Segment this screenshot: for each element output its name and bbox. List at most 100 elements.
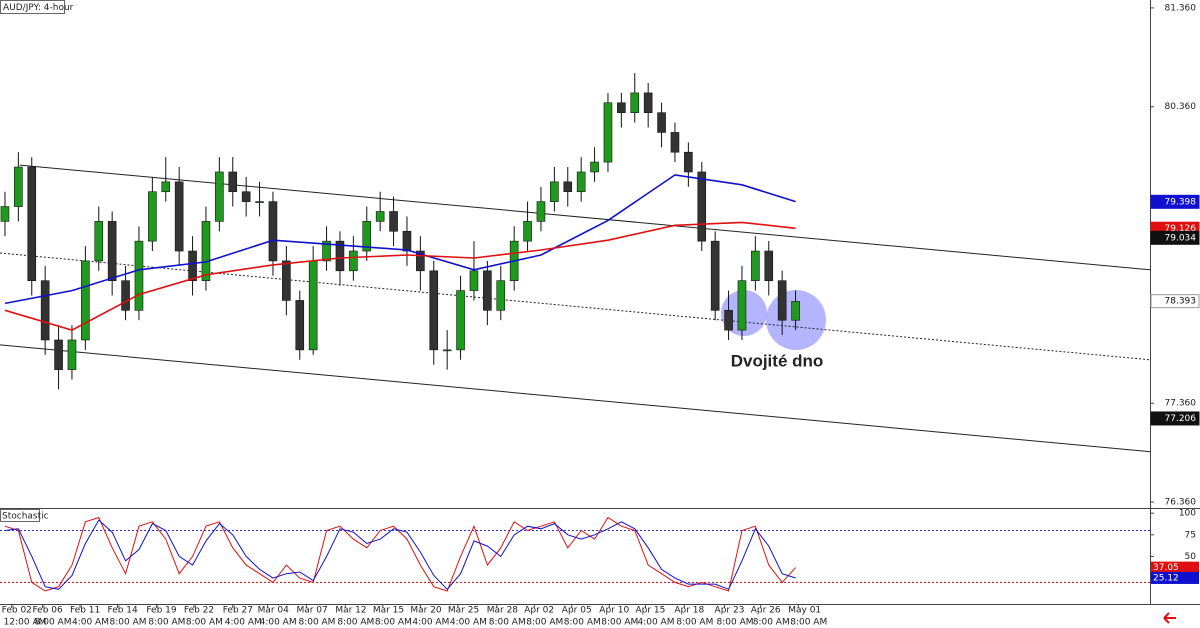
candle-body [697, 171, 707, 242]
candle-body [483, 270, 492, 311]
chart-title: AUD/JPY: 4-hour [3, 3, 74, 13]
price-label-box [1150, 194, 1200, 209]
y-tick-label: 75 [1185, 530, 1196, 540]
candle-body [335, 240, 345, 272]
x-tick-label: Mar 12 [335, 606, 366, 616]
x-tick-label: Feb 22 [184, 606, 214, 616]
series-line [4, 516, 796, 592]
candle-body [94, 221, 104, 262]
x-tick-time: 8:00 AM [564, 618, 601, 628]
x-tick-time: 8:00 AM [489, 618, 526, 628]
trendline [0, 344, 1151, 453]
trendline [19, 164, 1151, 271]
x-tick-label: Feb 19 [146, 606, 177, 616]
candle-body [523, 221, 532, 242]
indicator-title-box [0, 509, 40, 522]
scroll-icon[interactable] [1163, 612, 1176, 624]
x-tick-time: 4:00 AM [412, 618, 449, 628]
price-label: 79.126 [1165, 224, 1197, 234]
value-box [1151, 561, 1199, 574]
x-tick-label: Apr 18 [674, 606, 704, 616]
value-box-label: 25.12 [1153, 573, 1179, 583]
candle-body [215, 171, 224, 222]
x-tick-time: 8:00 AM [717, 618, 754, 628]
x-tick-label: Mar 20 [410, 606, 442, 616]
x-tick-label: Mar 07 [296, 606, 327, 616]
candle-body [710, 240, 720, 311]
y-tick-label: 77.360 [1165, 399, 1197, 409]
candle-body [27, 166, 37, 281]
candle-body [40, 280, 50, 341]
x-tick-time: 8:00 AM [298, 618, 335, 628]
price-label-box [1150, 411, 1200, 426]
y-tick-label: 81.360 [1165, 3, 1197, 13]
price-label: 79.034 [1165, 233, 1197, 243]
candle-body [201, 221, 211, 281]
x-tick-label: Mar 15 [373, 606, 404, 616]
candle-body [496, 280, 506, 311]
candle-body [630, 92, 640, 113]
candle-body [590, 161, 599, 173]
x-tick-time: 4:00 AM [260, 618, 297, 628]
x-tick-label: Mar 28 [487, 606, 519, 616]
price-label: 79.398 [1165, 197, 1197, 207]
x-tick-time: 4:00 AM [637, 618, 674, 628]
x-tick-time: 8:00 AM [753, 618, 790, 628]
x-tick-time: 12:00 AM [4, 618, 47, 628]
x-tick-label: Apr 23 [715, 606, 745, 616]
x-tick-time: 4:00 AM [450, 618, 487, 628]
candle-body [737, 280, 747, 331]
candle-body [389, 211, 398, 232]
candle-body [469, 270, 479, 291]
x-tick-time: 8:00 AM [601, 618, 638, 628]
x-tick-label: Apr 15 [635, 606, 665, 616]
x-tick-time: 8:00 AM [34, 618, 71, 628]
y-tick-label: 76.360 [1165, 498, 1197, 508]
x-tick-label: Feb 27 [223, 606, 253, 616]
candle-body [174, 181, 184, 252]
candle-body [724, 310, 733, 331]
price-label-box [1150, 230, 1200, 245]
candle-body [0, 206, 10, 222]
candle-body [282, 260, 291, 301]
candle-body [322, 240, 331, 262]
candle-body [657, 112, 666, 133]
x-tick-label: Mar 25 [448, 606, 479, 616]
y-tick-label: 50 [1185, 552, 1197, 562]
x-tick-label: Mar 04 [258, 606, 290, 616]
candle-body [255, 201, 264, 203]
candle-body [536, 201, 546, 222]
x-tick-time: 4:00 AM [72, 618, 109, 628]
candle-body [134, 240, 144, 311]
candle-body [362, 221, 372, 252]
price-label-box [1150, 294, 1200, 309]
x-tick-label: Feb 11 [70, 606, 100, 616]
candle-body [67, 339, 77, 370]
candle-body [14, 166, 23, 207]
x-tick-time: 8:00 AM [676, 618, 713, 628]
x-tick-label: Feb 02 [2, 606, 32, 616]
x-tick-label: Apr 05 [562, 606, 592, 616]
series-line [4, 221, 796, 331]
candle-body [375, 211, 385, 222]
series-line [4, 174, 796, 305]
y-tick-label: 100 [1179, 509, 1196, 519]
x-tick-label: Apr 10 [599, 606, 629, 616]
candle-body [308, 260, 318, 351]
candle-body [764, 250, 774, 281]
candle-body [603, 102, 613, 163]
candle-body [349, 250, 358, 272]
title-box [0, 0, 65, 14]
candle-body [791, 301, 800, 321]
x-tick-label: Apr 02 [524, 606, 554, 616]
x-tick-time: 8:00 AM [337, 618, 374, 628]
candle-body [550, 181, 559, 202]
candle-body [402, 230, 412, 252]
value-box-label: 37.05 [1153, 563, 1179, 573]
price-label: 77.206 [1165, 414, 1197, 424]
candle-body [643, 92, 653, 113]
candle-body [81, 260, 90, 341]
x-tick-time: 8:00 AM [790, 618, 827, 628]
x-tick-label: Feb 06 [32, 606, 63, 616]
